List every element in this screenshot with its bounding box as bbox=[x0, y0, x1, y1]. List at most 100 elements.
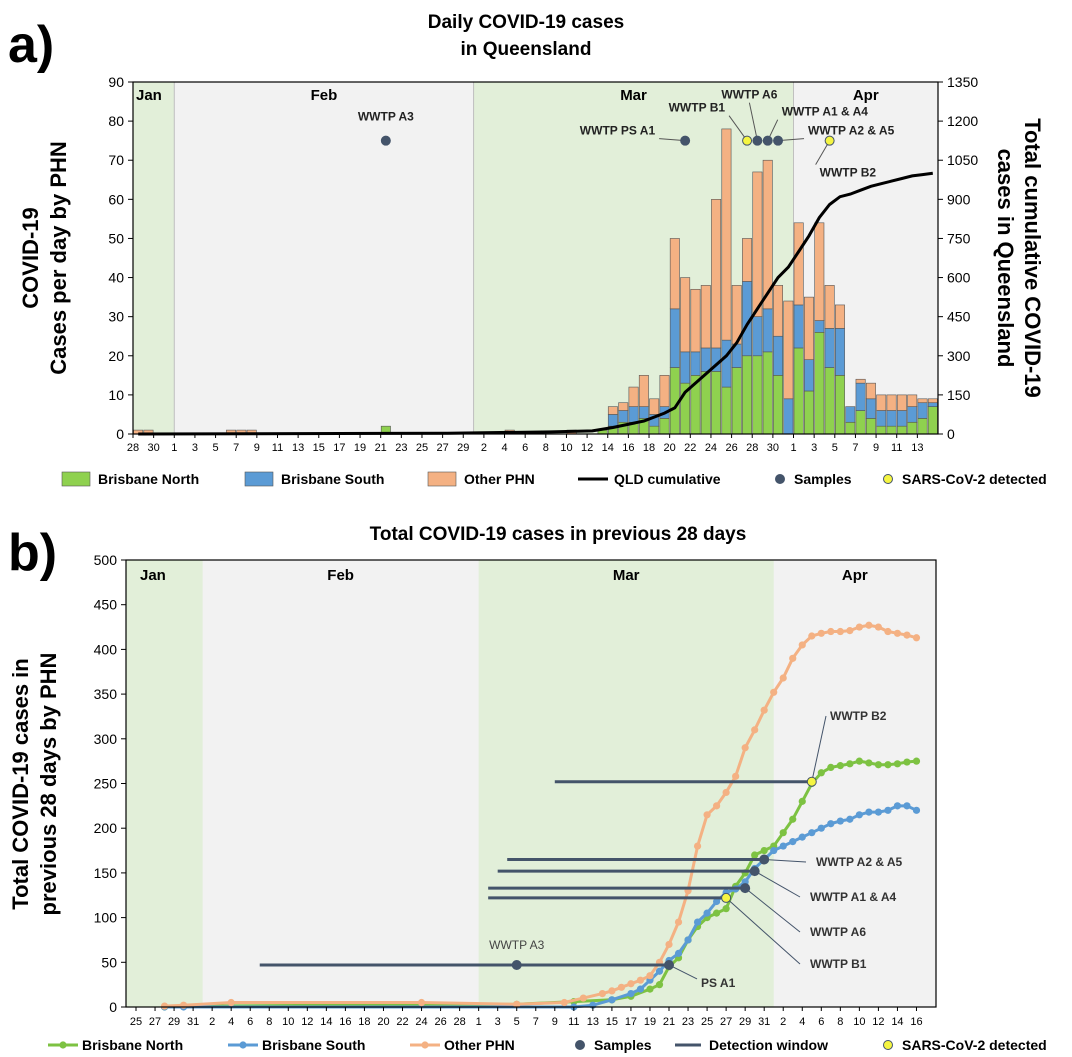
series-point bbox=[770, 846, 778, 855]
series-point bbox=[893, 802, 902, 810]
bar-segment bbox=[834, 304, 845, 329]
series-point bbox=[903, 758, 911, 766]
series-point bbox=[417, 998, 426, 1007]
bar-segment bbox=[762, 159, 773, 310]
series-point bbox=[751, 851, 759, 859]
x-tick-label: 2 bbox=[481, 442, 487, 454]
series-point bbox=[827, 820, 835, 828]
y-tick-label: 350 bbox=[94, 686, 118, 702]
x-tick-label: 11 bbox=[891, 442, 902, 454]
bar-segment bbox=[700, 347, 711, 372]
series-point bbox=[817, 769, 825, 777]
bar-segment bbox=[690, 288, 701, 353]
legend-swatch bbox=[883, 1040, 893, 1050]
series-point bbox=[179, 1001, 188, 1009]
bar-segment bbox=[876, 410, 887, 427]
series-point bbox=[817, 824, 825, 832]
window-label: WWTP B2 bbox=[830, 709, 887, 723]
x-tick-label: 14 bbox=[602, 442, 614, 454]
x-tick-label: 8 bbox=[837, 1016, 843, 1028]
y-tick-label: 60 bbox=[108, 191, 124, 207]
annotation-label: WWTP PS A1 bbox=[580, 124, 656, 138]
series-point bbox=[636, 985, 645, 993]
x-tick-label: 10 bbox=[282, 1016, 294, 1028]
detected-marker bbox=[742, 135, 753, 146]
y-tick-label: 20 bbox=[108, 348, 124, 364]
series-point bbox=[874, 623, 883, 631]
legend-label: Brisbane North bbox=[98, 471, 199, 487]
series-point bbox=[760, 706, 768, 714]
window-label: WWTP A2 & A5 bbox=[816, 855, 903, 869]
series-point bbox=[884, 806, 892, 814]
x-tick-label: 24 bbox=[415, 1016, 427, 1028]
series-point bbox=[874, 808, 883, 816]
bar-segment bbox=[618, 402, 629, 411]
bar-segment bbox=[845, 421, 856, 435]
y-tick-label: 70 bbox=[108, 152, 124, 168]
series-point bbox=[713, 802, 721, 810]
bar-segment bbox=[762, 351, 773, 435]
bar-segment bbox=[638, 375, 649, 407]
x-tick-label: 25 bbox=[130, 1016, 142, 1028]
y2-tick-label: 450 bbox=[947, 309, 971, 325]
y2-tick-label: 750 bbox=[947, 230, 971, 246]
annotation-label: WWTP B1 bbox=[669, 101, 726, 115]
y2-tick-label: 1050 bbox=[947, 152, 978, 168]
legend-swatch bbox=[575, 1040, 585, 1050]
series-point bbox=[893, 760, 902, 768]
y-tick-label: 100 bbox=[94, 910, 118, 926]
y-tick-label: 250 bbox=[94, 776, 118, 792]
series-point bbox=[713, 909, 721, 917]
series-point bbox=[779, 842, 787, 850]
bar-segment bbox=[711, 199, 722, 349]
x-tick-label: 14 bbox=[320, 1016, 332, 1028]
panel-a-ylabel-line2: Cases per day by PHN bbox=[46, 141, 71, 375]
x-tick-label: 12 bbox=[581, 442, 593, 454]
y-tick-label: 450 bbox=[94, 597, 118, 613]
x-tick-label: 22 bbox=[684, 442, 696, 454]
legend-swatch bbox=[427, 471, 457, 487]
legend-swatch-dot bbox=[239, 1041, 247, 1049]
x-tick-label: 10 bbox=[560, 442, 572, 454]
bar-segment bbox=[793, 347, 804, 435]
series-point bbox=[846, 760, 854, 768]
series-point bbox=[560, 998, 568, 1007]
sample-marker bbox=[740, 883, 751, 894]
annotation-leader bbox=[748, 102, 758, 141]
window-label: WWTP A6 bbox=[810, 925, 866, 939]
panel-a-label: a) bbox=[8, 16, 54, 74]
bar-segment bbox=[773, 335, 783, 376]
x-tick-label: 21 bbox=[663, 1016, 675, 1028]
series-point bbox=[912, 757, 921, 765]
bar-segment bbox=[680, 351, 691, 384]
bar-segment bbox=[814, 332, 825, 435]
y-tick-label: 10 bbox=[108, 387, 124, 403]
panel-a-legend: Brisbane North Brisbane South Other PHN QLD… bbox=[61, 471, 1047, 487]
window-leader bbox=[744, 887, 801, 933]
bar-segment bbox=[814, 222, 825, 321]
bar-segment bbox=[783, 398, 794, 435]
y2-tick-label: 300 bbox=[947, 348, 971, 364]
bar-segment bbox=[659, 418, 670, 435]
bar-segment bbox=[773, 285, 783, 337]
panel-a-y2label-line1: Total cumulative COVID-19 bbox=[1020, 118, 1045, 398]
y-tick-label: 150 bbox=[94, 865, 118, 881]
bar-segment bbox=[711, 371, 722, 435]
series-point bbox=[751, 726, 759, 734]
bar-segment bbox=[752, 171, 763, 317]
bar-segment bbox=[814, 320, 825, 333]
month-label: Feb bbox=[327, 567, 354, 584]
x-tick-label: 28 bbox=[746, 442, 758, 454]
series-point bbox=[722, 788, 730, 797]
bar-segment bbox=[742, 355, 753, 435]
x-tick-label: 28 bbox=[127, 442, 139, 454]
x-tick-label: 6 bbox=[818, 1016, 824, 1028]
series-point bbox=[779, 674, 787, 682]
series-point bbox=[760, 846, 768, 855]
x-tick-label: 4 bbox=[228, 1016, 234, 1028]
legend-swatch bbox=[61, 471, 91, 487]
series-point bbox=[808, 829, 816, 837]
bar-segment bbox=[804, 359, 814, 392]
x-tick-label: 4 bbox=[799, 1016, 805, 1028]
